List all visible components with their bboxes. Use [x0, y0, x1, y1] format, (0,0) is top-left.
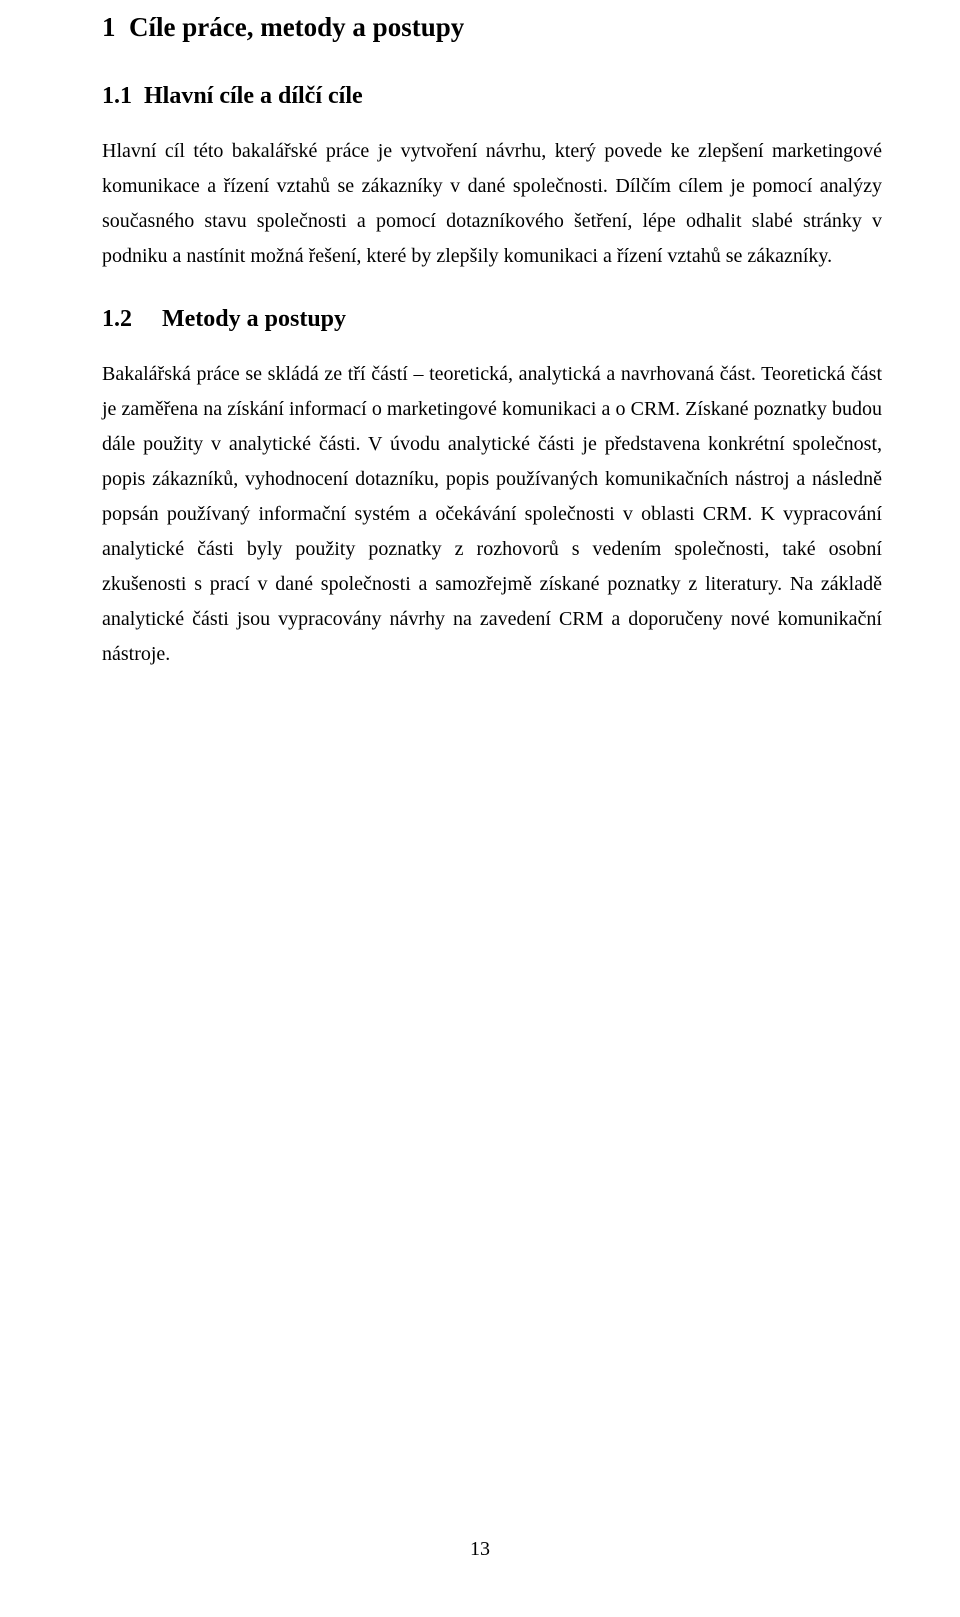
heading-1-1-number: 1.1 [102, 83, 132, 109]
heading-1-2-title: Metody a postupy [162, 304, 346, 335]
heading-1-number: 1 [102, 12, 116, 42]
heading-1-1-title: Hlavní cíle a dílčí cíle [144, 83, 363, 109]
heading-1: 1 Cíle práce, metody a postupy [102, 10, 882, 45]
heading-1-2-number: 1.2 [102, 304, 162, 335]
page: 1 Cíle práce, metody a postupy 1.1 Hlavn… [0, 0, 960, 1617]
heading-1-title: Cíle práce, metody a postupy [129, 12, 464, 42]
section-1-2-body: Bakalářská práce se skládá ze tří částí … [102, 357, 882, 672]
section-1-1-body: Hlavní cíl této bakalářské práce je vytv… [102, 134, 882, 274]
heading-1-1: 1.1 Hlavní cíle a dílčí cíle [102, 81, 882, 112]
page-number: 13 [0, 1538, 960, 1561]
heading-1-2: 1.2Metody a postupy [102, 304, 882, 335]
